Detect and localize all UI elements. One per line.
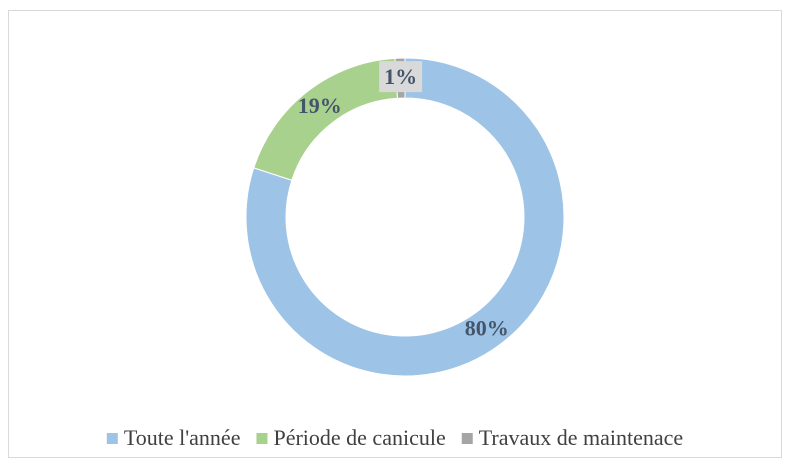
legend-swatch: [106, 433, 118, 444]
legend-label: Travaux de maintenace: [479, 425, 683, 450]
donut-segment: [245, 57, 565, 377]
legend-swatch: [461, 433, 473, 444]
legend-label: Toute l'année: [124, 425, 241, 450]
data-label: 19%: [298, 93, 342, 118]
data-label: 80%: [465, 316, 509, 341]
data-label-box: [379, 61, 423, 93]
legend-label: Période de canicule: [273, 425, 445, 450]
data-label: 1%: [384, 64, 417, 89]
legend-swatch: [256, 433, 268, 444]
